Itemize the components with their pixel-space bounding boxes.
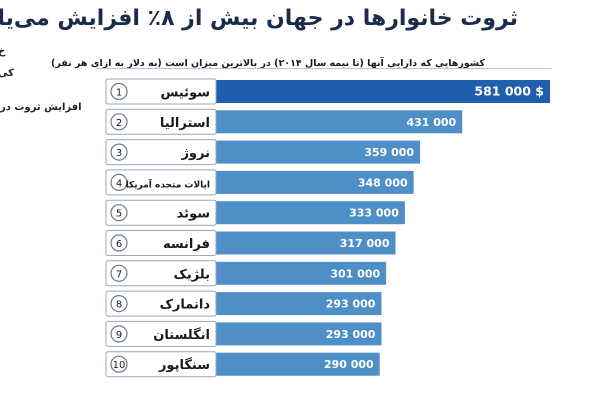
cropped-side-note-2: کی bbox=[0, 68, 14, 79]
cropped-side-note-1: خ bbox=[0, 46, 6, 57]
bar-4 bbox=[210, 170, 414, 194]
country-name-2: استرالیا bbox=[160, 116, 210, 131]
rank-number-9: 9 bbox=[116, 330, 122, 341]
rank-number-1: 1 bbox=[116, 88, 122, 99]
rank-number-3: 3 bbox=[116, 148, 122, 159]
rank-badge-6 bbox=[110, 234, 128, 252]
rank-number-2: 2 bbox=[116, 118, 122, 129]
country-label-box-3 bbox=[105, 139, 217, 166]
rank-number-10: 10 bbox=[113, 360, 126, 371]
country-name-1: سوئیس bbox=[161, 86, 211, 101]
chart-title: ثروت خانوارها در جهان بیش از ۸٪ افزایش م… bbox=[0, 6, 518, 31]
value-label-8: 293 000 bbox=[326, 298, 376, 311]
rank-badge-5 bbox=[110, 204, 128, 222]
bar-3 bbox=[210, 140, 421, 164]
value-label-10: 290 000 bbox=[324, 358, 374, 371]
value-label-9: 293 000 bbox=[326, 328, 376, 341]
country-name-7: بلژیک bbox=[174, 267, 210, 282]
value-label-4: 348 000 bbox=[358, 176, 408, 189]
rank-number-8: 8 bbox=[116, 300, 122, 311]
country-label-box-6 bbox=[105, 230, 217, 256]
rank-badge-3 bbox=[110, 143, 128, 161]
country-name-10: سنگاپور bbox=[158, 357, 210, 373]
rank-badge-10 bbox=[110, 355, 128, 373]
country-name-8: دانمارک bbox=[160, 298, 211, 313]
chart-subtitle: کشورهایی که دارایی آنها (تا نیمه سال ۲۰۱… bbox=[50, 58, 485, 69]
bar-2 bbox=[210, 110, 463, 134]
country-label-box-4 bbox=[105, 169, 217, 196]
value-label-7: 301 000 bbox=[330, 267, 380, 280]
rank-badge-8 bbox=[110, 295, 128, 313]
rank-badge-7 bbox=[110, 264, 128, 282]
value-label-5: 333 000 bbox=[349, 207, 399, 220]
bar-5 bbox=[210, 201, 405, 225]
country-label-box-2 bbox=[105, 108, 217, 135]
country-name-6: فرانسه bbox=[163, 237, 210, 252]
value-label-3: 359 000 bbox=[364, 146, 414, 159]
rank-badge-9 bbox=[110, 325, 128, 343]
bar-8 bbox=[210, 292, 382, 316]
rank-number-5: 5 bbox=[116, 209, 122, 220]
rank-number-4: 4 bbox=[116, 178, 122, 189]
country-label-box-5 bbox=[105, 199, 217, 226]
header-divider bbox=[96, 68, 552, 69]
country-label-box-1 bbox=[105, 78, 217, 105]
country-label-box-7 bbox=[105, 260, 217, 287]
country-name-3: نروژ bbox=[180, 146, 210, 161]
bar-1 bbox=[210, 80, 550, 103]
rank-number-7: 7 bbox=[116, 269, 122, 280]
country-label-box-9 bbox=[105, 320, 217, 347]
country-name-5: سوئد bbox=[177, 207, 210, 222]
rank-badge-4 bbox=[110, 173, 128, 191]
value-label-1: 581 000 $ bbox=[474, 84, 544, 99]
country-name-9: انگلستان bbox=[153, 327, 210, 343]
rank-badge-1 bbox=[110, 82, 128, 101]
bar-9 bbox=[210, 322, 382, 346]
bar-10 bbox=[210, 352, 380, 376]
value-label-2: 431 000 bbox=[406, 116, 456, 129]
bar-6 bbox=[210, 231, 396, 255]
rank-badge-2 bbox=[110, 113, 128, 131]
country-label-box-8 bbox=[105, 290, 217, 317]
bar-7 bbox=[210, 261, 387, 285]
cropped-side-note-3: افزایش ثروت در bbox=[0, 102, 82, 113]
rank-number-6: 6 bbox=[116, 239, 122, 250]
country-name-4: ایالات متحده آمریکا bbox=[126, 178, 210, 190]
value-label-6: 317 000 bbox=[340, 237, 390, 250]
country-label-box-10 bbox=[105, 351, 217, 378]
